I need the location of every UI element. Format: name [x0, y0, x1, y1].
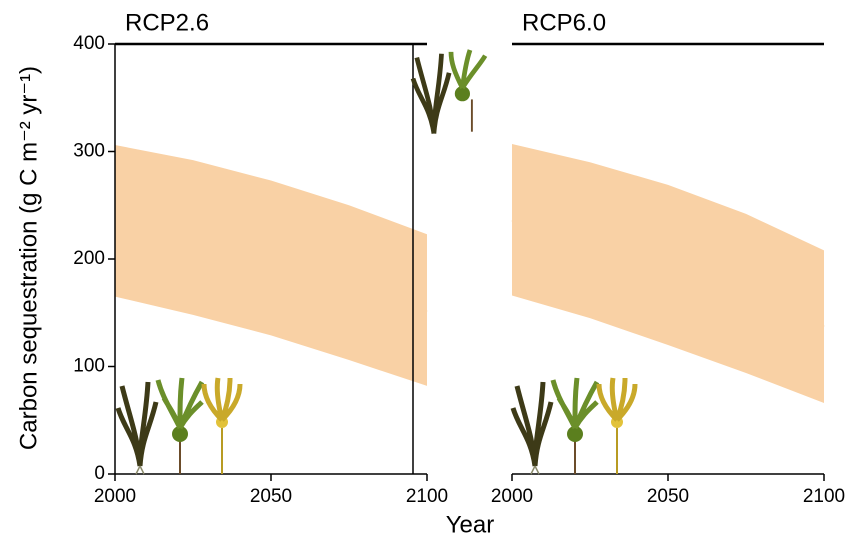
kelp-icon	[410, 49, 488, 134]
kelp-icon	[118, 378, 240, 474]
x-tick-label: 2100	[803, 486, 845, 507]
x-tick-label: 2050	[250, 486, 292, 507]
y-tick-label: 300	[73, 141, 105, 162]
band	[115, 145, 427, 386]
panel-title: RCP2.6	[125, 9, 209, 36]
x-tick-label: 2000	[491, 486, 533, 507]
panel-title: RCP6.0	[522, 9, 606, 36]
y-axis-label: Carbon sequestration (g C m⁻² yr⁻¹)	[15, 66, 42, 450]
x-tick-label: 2100	[406, 486, 448, 507]
y-tick-label: 0	[94, 463, 105, 484]
y-tick-label: 100	[73, 356, 105, 377]
band	[512, 143, 824, 404]
y-tick-label: 400	[73, 33, 105, 54]
kelp-icon	[513, 378, 635, 474]
y-tick-label: 200	[73, 248, 105, 269]
x-tick-label: 2000	[94, 486, 136, 507]
x-axis-label: Year	[446, 511, 495, 538]
x-tick-label: 2050	[647, 486, 689, 507]
plots: RCP2.6 2000 2050 2100 0 100 200 300 400 RCP6.0 200…	[73, 9, 845, 507]
